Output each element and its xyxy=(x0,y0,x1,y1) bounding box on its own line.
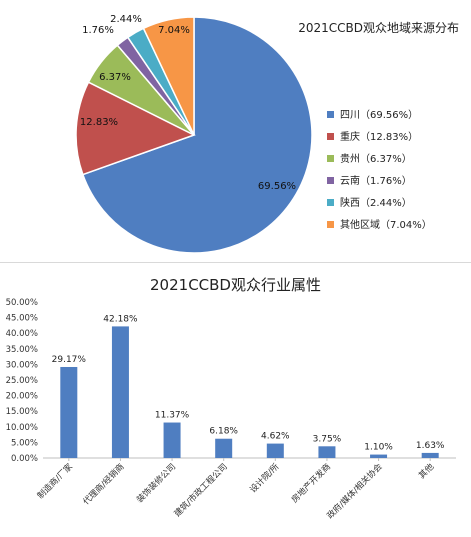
bar-data-label-6: 3.75% xyxy=(313,434,342,444)
y-tick-label: 25.00% xyxy=(6,376,38,386)
y-tick-label: 15.00% xyxy=(6,407,38,417)
y-tick-label: 5.00% xyxy=(11,438,38,448)
bar-data-label-4: 6.18% xyxy=(209,427,238,437)
bar-chart: 0.00% 5.00% 10.00% 15.00% 20.00% 25.00% 30.00%… xyxy=(6,298,456,521)
bar-data-label-5: 4.62% xyxy=(261,432,290,442)
y-tick-label: 10.00% xyxy=(6,423,38,433)
legend-entry-3: 贵州（6.37%） xyxy=(340,152,412,165)
pie-chart: 69.56% 12.83% 6.37% 1.76%2.44% 7.04% 四川（69.56… xyxy=(75,14,432,254)
bar-2 xyxy=(111,326,129,458)
legend-swatch-2 xyxy=(327,133,334,140)
legend-swatch-5 xyxy=(327,199,334,206)
y-tick-label: 45.00% xyxy=(6,314,38,324)
bar-data-label-3: 11.37% xyxy=(155,411,190,421)
pie-data-label-3: 6.37% xyxy=(99,72,131,83)
bar-3 xyxy=(163,422,181,458)
bar-1 xyxy=(60,366,78,458)
bar-4 xyxy=(215,438,233,458)
y-tick-label: 20.00% xyxy=(6,392,38,402)
pie-chart-title: 2021CCBD观众地域来源分布 xyxy=(298,21,459,35)
y-tick-label: 30.00% xyxy=(6,360,38,370)
x-tick-label-4: 建筑/市政工程公司 xyxy=(172,461,230,519)
pie-data-label-5: 2.44% xyxy=(110,14,142,25)
bar-5 xyxy=(266,443,284,458)
bar-8 xyxy=(421,452,439,458)
pie-slice-1 xyxy=(81,16,313,254)
legend-swatch-6 xyxy=(327,221,334,228)
x-tick-label-5: 设计院/所 xyxy=(248,461,282,495)
pie-data-label-2: 12.83% xyxy=(80,117,118,128)
pie-data-label-6: 7.04% xyxy=(158,25,190,36)
legend-swatch-4 xyxy=(327,177,334,184)
pie-data-label-1: 69.56% xyxy=(258,181,296,192)
pie-data-label-4: 1.76% xyxy=(82,25,114,36)
bar-data-label-1: 29.17% xyxy=(52,355,87,365)
x-tick-label-6: 房地产开发商 xyxy=(289,461,333,505)
legend-swatch-1 xyxy=(327,111,334,118)
x-tick-label-2: 代理商/经销商 xyxy=(81,461,127,507)
x-tick-label-3: 装饰装修公司 xyxy=(134,461,178,505)
bar-7 xyxy=(370,454,388,458)
legend-entry-2: 重庆（12.83%） xyxy=(340,130,418,143)
y-tick-label: 50.00% xyxy=(6,298,38,308)
bar-data-label-2: 42.18% xyxy=(103,314,138,324)
x-tick-label-7: 政府/媒体/相关协会 xyxy=(325,461,385,521)
pie-chart-panel: 69.56% 12.83% 6.37% 1.76% 2.44% 7.04% 四川（69.56… xyxy=(0,0,471,258)
bar-6 xyxy=(318,446,336,458)
y-tick-label: 40.00% xyxy=(6,329,38,339)
x-tick-label-1: 制造商/厂家 xyxy=(35,461,75,501)
y-tick-label: 35.00% xyxy=(6,345,38,355)
legend-entry-1: 四川（69.56%） xyxy=(340,109,418,121)
pie-slice-2 xyxy=(75,81,196,176)
legend-swatch-3 xyxy=(327,155,334,162)
bar-data-label-7: 1.10% xyxy=(364,443,393,453)
legend-entry-6: 其他区域（7.04%） xyxy=(340,218,432,231)
x-tick-label-8: 其他 xyxy=(416,461,436,481)
legend-entry-5: 陕西（2.44%） xyxy=(340,196,412,209)
y-tick-label: 0.00% xyxy=(11,454,38,464)
pie-slice-6 xyxy=(142,16,195,136)
bar-data-label-8: 1.63% xyxy=(416,441,445,451)
legend-entry-4: 云南（1.76%） xyxy=(340,174,412,187)
bar-chart-title: 2021CCBD观众行业属性 xyxy=(150,276,321,294)
bar-chart-panel: 2021CCBD观众行业属性 0.00% 5.00% 10.00% 15.00% 20.… xyxy=(0,262,471,537)
